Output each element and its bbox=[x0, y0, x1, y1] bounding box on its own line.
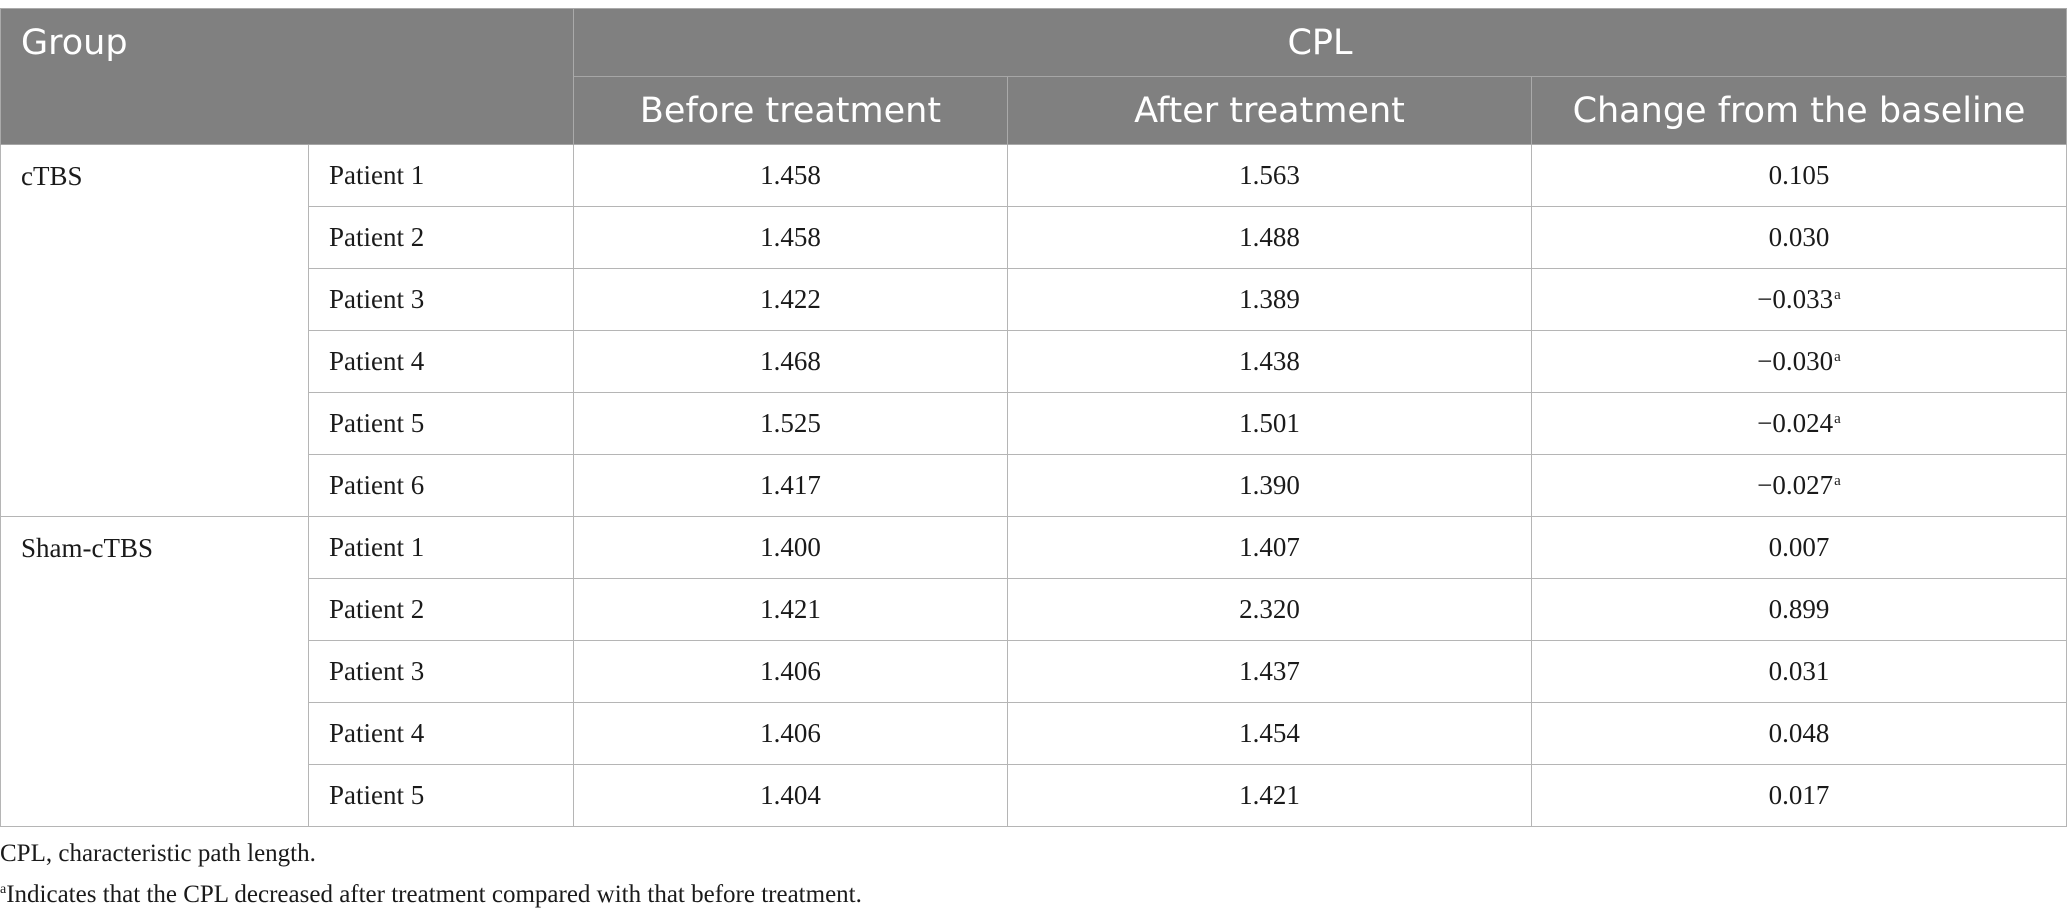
table-row: Patient 4 1.468 1.438 −0.030a bbox=[1, 330, 2067, 393]
before-treatment-header: Before treatment bbox=[573, 76, 1008, 145]
data-table-container: Group CPL Before treatment After treatme… bbox=[0, 8, 2067, 827]
after-treatment-cell: 2.320 bbox=[1007, 578, 1532, 641]
before-treatment-cell: 1.406 bbox=[573, 640, 1008, 703]
change-value: 0.030 bbox=[1768, 222, 1830, 252]
change-value: −0.030 bbox=[1757, 346, 1834, 376]
decrease-footnote: aIndicates that the CPL decreased after … bbox=[0, 872, 862, 908]
before-treatment-cell: 1.406 bbox=[573, 702, 1008, 765]
patient-cell: Patient 1 bbox=[308, 144, 574, 207]
after-treatment-cell: 1.454 bbox=[1007, 702, 1532, 765]
group-name-cell: Sham-cTBS bbox=[0, 516, 309, 827]
patient-cell: Patient 3 bbox=[308, 268, 574, 331]
change-value: 0.031 bbox=[1768, 656, 1830, 686]
table-row: Patient 6 1.417 1.390 −0.027a bbox=[1, 454, 2067, 517]
footnote-mark: a bbox=[0, 882, 7, 897]
change-cell: 0.007 bbox=[1531, 516, 2067, 579]
change-cell: 0.105 bbox=[1531, 144, 2067, 207]
change-cell: 0.031 bbox=[1531, 640, 2067, 703]
after-treatment-cell: 1.390 bbox=[1007, 454, 1532, 517]
change-value: −0.027 bbox=[1757, 470, 1834, 500]
before-treatment-cell: 1.417 bbox=[573, 454, 1008, 517]
patient-cell: Patient 5 bbox=[308, 764, 574, 827]
footnote-text: Indicates that the CPL decreased after t… bbox=[6, 881, 862, 908]
footnote-mark: a bbox=[1834, 411, 1841, 427]
before-treatment-cell: 1.525 bbox=[573, 392, 1008, 455]
table-row: Patient 5 1.404 1.421 0.017 bbox=[1, 764, 2067, 827]
after-treatment-cell: 1.421 bbox=[1007, 764, 1532, 827]
change-cell: −0.030a bbox=[1531, 330, 2067, 393]
table-row: Patient 4 1.406 1.454 0.048 bbox=[1, 702, 2067, 765]
change-cell: −0.024a bbox=[1531, 392, 2067, 455]
change-cell: 0.048 bbox=[1531, 702, 2067, 765]
change-cell: 0.030 bbox=[1531, 206, 2067, 269]
footnote-mark: a bbox=[1834, 349, 1841, 365]
after-treatment-cell: 1.488 bbox=[1007, 206, 1532, 269]
change-cell: −0.033a bbox=[1531, 268, 2067, 331]
before-treatment-cell: 1.458 bbox=[573, 206, 1008, 269]
group-name-cell: cTBS bbox=[0, 144, 309, 517]
footnote-mark: a bbox=[1834, 287, 1841, 303]
after-treatment-cell: 1.389 bbox=[1007, 268, 1532, 331]
patient-cell: Patient 4 bbox=[308, 330, 574, 393]
after-treatment-cell: 1.437 bbox=[1007, 640, 1532, 703]
table-row: Patient 2 1.421 2.320 0.899 bbox=[1, 578, 2067, 641]
change-cell: 0.899 bbox=[1531, 578, 2067, 641]
table-row: cTBS Patient 1 1.458 1.563 0.105 bbox=[0, 144, 2067, 517]
change-cell: 0.017 bbox=[1531, 764, 2067, 827]
change-value: −0.033 bbox=[1757, 284, 1834, 314]
before-treatment-cell: 1.421 bbox=[573, 578, 1008, 641]
change-value: 0.017 bbox=[1768, 780, 1830, 810]
table-row: Patient 3 1.422 1.389 −0.033a bbox=[1, 268, 2067, 331]
patient-cell: Patient 1 bbox=[308, 516, 574, 579]
change-value: −0.024 bbox=[1757, 408, 1834, 438]
patient-cell: Patient 2 bbox=[308, 578, 574, 641]
after-treatment-cell: 1.501 bbox=[1007, 392, 1532, 455]
group-column-header: Group bbox=[0, 8, 574, 145]
table-row: Patient 3 1.406 1.437 0.031 bbox=[1, 640, 2067, 703]
change-value: 0.899 bbox=[1768, 594, 1830, 624]
patient-cell: Patient 6 bbox=[308, 454, 574, 517]
table-row: Patient 2 1.458 1.488 0.030 bbox=[1, 206, 2067, 269]
table-body: cTBS Patient 1 1.458 1.563 0.105 Patient 2 1.4… bbox=[0, 144, 2067, 827]
patient-cell: Patient 4 bbox=[308, 702, 574, 765]
abbreviation-footnote: CPL, characteristic path length. bbox=[0, 840, 316, 867]
change-from-baseline-header: Change from the baseline bbox=[1531, 76, 2067, 145]
after-treatment-header: After treatment bbox=[1007, 76, 1532, 145]
table-row: Patient 5 1.525 1.501 −0.024a bbox=[1, 392, 2067, 455]
after-treatment-cell: 1.407 bbox=[1007, 516, 1532, 579]
before-treatment-cell: 1.400 bbox=[573, 516, 1008, 579]
table-row: Sham-cTBS Patient 1 1.400 1.407 0.007 bbox=[0, 516, 2067, 827]
before-treatment-cell: 1.404 bbox=[573, 764, 1008, 827]
footnote-mark: a bbox=[1834, 473, 1841, 489]
before-treatment-cell: 1.468 bbox=[573, 330, 1008, 393]
before-treatment-cell: 1.422 bbox=[573, 268, 1008, 331]
change-value: 0.105 bbox=[1768, 160, 1830, 190]
change-value: 0.007 bbox=[1768, 532, 1830, 562]
table-footnotes: CPL, characteristic path length. aIndica… bbox=[0, 836, 862, 908]
cpl-column-header: CPL bbox=[573, 8, 2067, 77]
after-treatment-cell: 1.563 bbox=[1007, 144, 1532, 207]
patient-cell: Patient 3 bbox=[308, 640, 574, 703]
change-value: 0.048 bbox=[1768, 718, 1830, 748]
before-treatment-cell: 1.458 bbox=[573, 144, 1008, 207]
after-treatment-cell: 1.438 bbox=[1007, 330, 1532, 393]
change-cell: −0.027a bbox=[1531, 454, 2067, 517]
table-header: Group CPL Before treatment After treatme… bbox=[0, 8, 2067, 145]
cpl-table: Group CPL Before treatment After treatme… bbox=[0, 8, 2067, 827]
patient-cell: Patient 5 bbox=[308, 392, 574, 455]
patient-cell: Patient 2 bbox=[308, 206, 574, 269]
